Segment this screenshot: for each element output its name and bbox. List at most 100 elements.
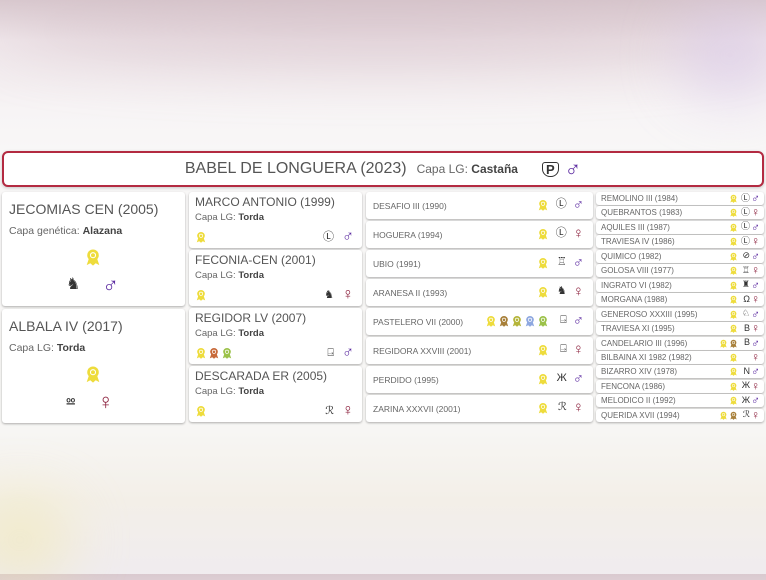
horse-card[interactable]: MORGANA (1988) Ω ♀ [596,293,764,307]
medals [537,286,549,298]
horse-icons: ⳬ ♀ [66,391,114,413]
horse-name[interactable]: QUIMICO (1982) [601,251,662,261]
horse-card[interactable]: DESCARADA ER (2005) Capa LG: Torda ℛ ♀ [189,366,362,422]
horse-card[interactable]: PERDIDO (1995) Ж ♂ [366,366,593,393]
horse-card[interactable]: ARANESA II (1993) ♞ ♀ [366,279,593,306]
horse-name[interactable]: ALBALA IV (2017) [9,318,123,334]
horse-icons: ⍈ ♂ [327,345,354,361]
horse-name[interactable]: QUEBRANTOS (1983) [601,208,683,218]
medals [537,344,549,356]
horse-brand-icon: ♘ [741,308,750,319]
horse-card[interactable]: REGIDORA XXVIII (2001) ⍈ ♀ [366,337,593,364]
horse-name[interactable]: JECOMIAS CEN (2005) [9,201,159,217]
horse-name[interactable]: BILBAINA XI 1982 (1982) [601,352,692,362]
medals [729,310,738,319]
circle-L-brand-icon: Ⓛ [555,198,567,210]
female-icon: ♀ [751,350,760,364]
horse-name[interactable]: GENEROSO XXXIII (1995) [601,309,698,319]
horse-card[interactable]: PASTELERO VII (2000) ⍈ ♂ [366,308,593,335]
horse-card[interactable]: HOGUERA (1994) Ⓛ ♀ [366,221,593,248]
horse-name[interactable]: BIZARRO XIV (1978) [601,367,678,377]
horse-card[interactable]: BIZARRO XIV (1978) N ♂ [596,365,764,379]
horse-icons: Ⓛ ♂ [741,221,760,233]
medals [195,231,207,243]
horse-card[interactable]: CANDELARIO III (1996) B ♂ [596,336,764,350]
horse-card[interactable]: INGRATO VI (1982) ♜ ♂ [596,278,764,292]
horse-name[interactable]: DESCARADA ER (2005) [195,369,328,383]
capa-value: Torda [238,328,264,339]
horse-card[interactable]: TRAVIESA IV (1986) Ⓛ ♀ [596,235,764,249]
horse-name[interactable]: GOLOSA VIII (1977) [601,266,674,276]
horse-name[interactable]: REGIDORA XXVIII (2001) [373,346,472,356]
male-icon: ♂ [751,192,760,205]
horse-name[interactable]: PASTELERO VII (2000) [373,317,464,327]
horse-card[interactable]: FENCONA (1986) Ж ♀ [596,379,764,393]
horse-card[interactable]: QUEBRANTOS (1983) Ⓛ ♀ [596,206,764,220]
horse-card[interactable]: FECONIA-CEN (2001) Capa LG: Torda ♞ ♀ [189,250,362,306]
horse-name[interactable]: INGRATO VI (1982) [601,280,672,290]
medals [719,411,738,420]
horse-name[interactable]: FENCONA (1986) [601,381,666,391]
horse-card[interactable]: GENEROSO XXXIII (1995) ♘ ♂ [596,307,764,321]
horse-card[interactable]: ALBALA IV (2017) Capa LG: Torda ⳬ ♀ [2,309,185,423]
medals [729,223,738,232]
circle-L-brand-icon: Ⓛ [740,221,750,232]
crown-horse-brand-icon: ♞ [324,288,334,301]
horse-name[interactable]: QUERIDA XVII (1994) [601,410,680,420]
horse-card[interactable]: UBIO (1991) ♖ ♂ [366,250,593,277]
horse-name[interactable]: REGIDOR LV (2007) [195,311,307,325]
capa-label: Capa LG: [9,342,54,354]
horse-card[interactable]: ZARINA XXXVII (2001) ℛ ♀ [366,395,593,422]
horse-card[interactable]: QUERIDA XVII (1994) ℛ ♀ [596,408,764,422]
horse-icons: Ω ♀ [743,293,760,305]
medals [537,199,549,211]
horse-name[interactable]: MARCO ANTONIO (1999) [195,195,335,209]
horse-icons: ♘ ♂ [742,308,760,320]
medal-gold-icon [538,344,548,356]
crown-horse-brand-icon: ♞ [66,276,81,293]
medals [84,248,102,266]
male-icon: ♂ [342,344,354,361]
horse-icons: B ♀ [744,322,760,334]
male-icon: ♂ [564,156,582,181]
horse-capa: Capa LG: Torda [195,212,264,223]
horse-name[interactable]: TRAVIESA XI (1995) [601,324,675,334]
medal-gold-icon [720,339,727,348]
medals [537,228,549,240]
horse-name[interactable]: MORGANA (1988) [601,295,668,305]
horse-card[interactable]: REGIDOR LV (2007) Capa LG: Torda ⍈ ♂ [189,308,362,364]
medals [729,208,738,218]
medals [729,252,738,261]
horse-card[interactable]: GOLOSA VIII (1977) ♖ ♀ [596,264,764,278]
horse-name[interactable]: AQUILES III (1987) [601,222,670,232]
horse-name[interactable]: HOGUERA (1994) [373,230,443,240]
horse-card[interactable]: AQUILES III (1987) Ⓛ ♂ [596,220,764,234]
horse-card[interactable]: JECOMIAS CEN (2005) Capa genética: Alazan… [2,192,185,306]
horse-capa: Capa LG: Torda [9,342,85,354]
horse-card[interactable]: MELODICO II (1992) Ж ♂ [596,394,764,408]
horse-name[interactable]: ARANESA II (1993) [373,288,448,298]
horse-name[interactable]: FECONIA-CEN (2001) [195,253,316,267]
medal-brown-icon [499,315,509,327]
horse-name[interactable]: MELODICO II (1992) [601,396,676,406]
horse-card[interactable]: REMOLINO III (1984) Ⓛ ♂ [596,192,764,205]
horse-name[interactable]: PERDIDO (1995) [373,375,439,385]
horse-name[interactable]: REMOLINO III (1984) [601,194,678,203]
horse-card[interactable]: QUIMICO (1982) ⊘ ♂ [596,249,764,263]
horse-capa: Capa LG: Torda [195,328,264,339]
horse-name[interactable]: ZARINA XXXVII (2001) [373,404,461,414]
horse-icons: Ж ♂ [557,371,584,386]
medal-gold-icon [538,402,548,414]
horse-card[interactable]: TRAVIESA XI (1995) B ♀ [596,322,764,336]
horse-name[interactable]: DESAFIO III (1990) [373,201,447,211]
medals [84,365,102,383]
horse-card[interactable]: MARCO ANTONIO (1999) Capa LG: Torda Ⓛ ♂ [189,192,362,248]
horse-card[interactable]: BILBAINA XI 1982 (1982) ♀ [596,350,764,364]
horse-name[interactable]: UBIO (1991) [373,259,421,269]
horse-name[interactable]: CANDELARIO III (1996) [601,338,688,348]
horse-name[interactable]: TRAVIESA IV (1986) [601,237,675,247]
horse-icons: Ⓛ ♂ [741,192,760,204]
horse-card[interactable]: DESAFIO III (1990) Ⓛ ♂ [366,192,593,219]
medals [537,402,549,414]
main-horse-header: BABEL DE LONGUERA (2023) Capa LG: Castañ… [2,151,764,187]
